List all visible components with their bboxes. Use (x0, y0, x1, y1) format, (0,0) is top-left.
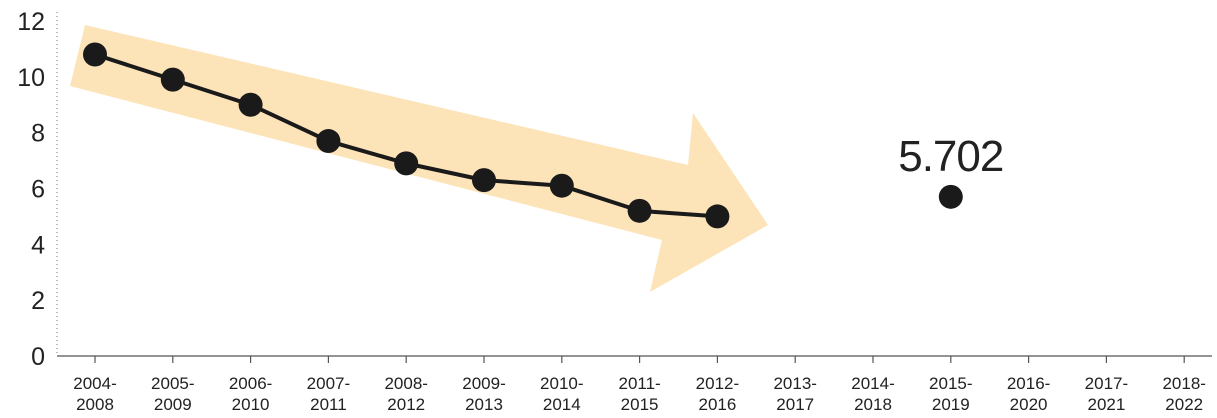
x-tick-label: 2015-2019 (929, 374, 972, 414)
x-tick-label: 2008-2012 (384, 374, 427, 414)
y-tick-label: 12 (17, 8, 45, 36)
y-tick-label: 10 (17, 64, 45, 92)
y-tick-label: 2 (31, 287, 45, 315)
x-tick-label: 2011-2015 (618, 374, 660, 414)
data-point (938, 184, 963, 209)
x-tick-label: 2006-2010 (229, 374, 272, 414)
data-label: 5.702 (898, 132, 1003, 181)
y-tick-label: 4 (31, 231, 45, 259)
data-point (705, 204, 730, 229)
x-tick-label: 2010-2014 (540, 374, 583, 414)
trend-arrow (70, 25, 768, 292)
x-tick-label: 2012-2016 (696, 374, 739, 414)
data-point (549, 173, 574, 198)
data-point (160, 67, 185, 92)
x-tick-label: 2007-2011 (307, 374, 350, 414)
x-tick-label: 2004-2008 (73, 374, 116, 414)
y-tick-label: 0 (31, 343, 45, 371)
data-point (627, 198, 652, 223)
x-tick-label: 2009-2013 (462, 374, 505, 414)
data-point (83, 42, 107, 67)
data-point (394, 151, 419, 176)
data-point (238, 92, 263, 117)
x-tick-label: 2017-2021 (1085, 374, 1128, 414)
data-point (472, 168, 496, 193)
x-tick-label: 2005-2009 (151, 374, 194, 414)
y-tick-label: 6 (31, 176, 45, 204)
x-tick-label: 2014-2018 (851, 374, 894, 414)
x-tick-label: 2018-2022 (1162, 374, 1205, 414)
x-tick-label: 2016-2020 (1007, 374, 1050, 414)
y-tick-label: 8 (31, 120, 45, 148)
data-point (316, 129, 341, 154)
x-tick-label: 2013-2017 (773, 374, 816, 414)
